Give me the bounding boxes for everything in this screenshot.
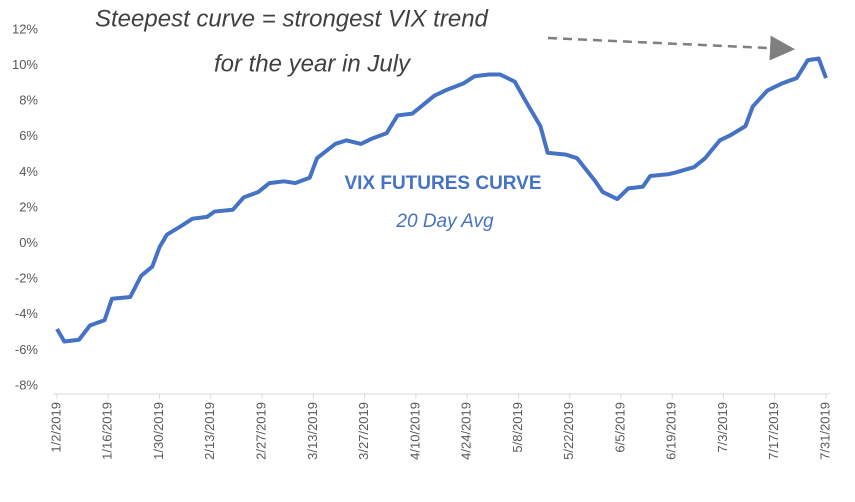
- y-tick-label: -2%: [15, 271, 39, 286]
- y-tick-label: 10%: [12, 57, 38, 72]
- x-tick-label: 3/27/2019: [356, 402, 371, 460]
- x-tick-label: 5/22/2019: [561, 402, 576, 460]
- y-tick-label: -6%: [15, 342, 39, 357]
- x-tick-label: 7/17/2019: [766, 402, 781, 460]
- x-tick-label: 1/2/2019: [48, 402, 63, 453]
- chart-title: VIX FUTURES CURVE: [344, 173, 541, 194]
- y-tick-label: 12%: [12, 21, 38, 36]
- x-tick-label: 1/30/2019: [151, 402, 166, 460]
- x-tick-label: 5/8/2019: [510, 402, 525, 453]
- y-tick-label: -4%: [15, 306, 39, 321]
- x-tick-label: 4/24/2019: [459, 402, 474, 460]
- x-tick-label: 1/16/2019: [100, 402, 115, 460]
- y-tick-label: 2%: [19, 199, 38, 214]
- x-tick-label: 2/27/2019: [254, 402, 269, 460]
- x-tick-label: 6/5/2019: [612, 402, 627, 453]
- chart-subtitle: 20 Day Avg: [395, 211, 494, 232]
- y-tick-label: 6%: [19, 128, 38, 143]
- y-tick-label: -8%: [15, 377, 39, 392]
- line: [55, 56, 828, 344]
- x-tick-label: 6/19/2019: [664, 402, 679, 460]
- y-tick-label: 0%: [19, 235, 38, 250]
- annotation: Steepest curve = strongest VIX trend: [95, 5, 489, 32]
- x-tick-label: 7/3/2019: [715, 402, 730, 453]
- x-tick-label: 2/13/2019: [202, 402, 217, 460]
- y-tick-label: 8%: [19, 93, 38, 108]
- annotation: for the year in July: [214, 50, 412, 77]
- annotation-arrow: [547, 35, 795, 61]
- x-tick-label: 4/10/2019: [407, 402, 422, 460]
- y-tick-label: 4%: [19, 164, 38, 179]
- x-tick-label: 7/31/2019: [817, 402, 832, 460]
- x-tick-label: 3/13/2019: [305, 402, 320, 460]
